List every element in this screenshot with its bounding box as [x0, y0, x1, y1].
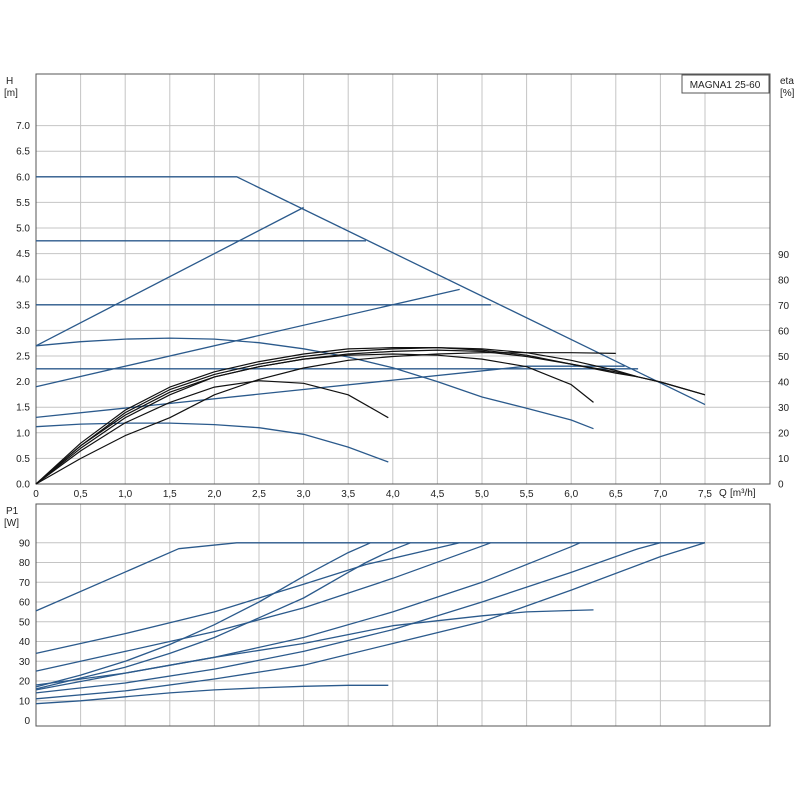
h-tick-label: 6.0: [16, 172, 30, 183]
p1-tick-label: 70: [19, 578, 31, 589]
power-curves: [35, 542, 706, 705]
head-curve: [35, 206, 304, 347]
power-curve: [35, 542, 492, 672]
power-curve: [35, 542, 705, 612]
efficiency-curve: [35, 352, 616, 485]
h-tick-label: 2.0: [16, 377, 30, 388]
h-axis-unit: [m]: [4, 88, 18, 99]
p1-tick-label: 0: [24, 716, 30, 727]
h-axis-tick-labels: 0.0 0.5 1.0 1.5 2.0 2.5 3.0 3.5 4.0 4.5 5.0 5.5 6.0 6…: [16, 121, 30, 490]
q-tick-label: 2,5: [252, 489, 266, 500]
q-axis-label: Q: [719, 488, 727, 499]
eta-tick-label: 60: [778, 327, 790, 338]
power-curve: [35, 684, 389, 705]
p1-tick-label: 80: [19, 558, 31, 569]
h-tick-label: 1.0: [16, 428, 30, 439]
head-curve: [35, 288, 460, 388]
head-curve: [35, 337, 594, 430]
power-chart: 0 10 20 30 40 50 60 70 80 90 P1 [W]: [4, 503, 771, 727]
p1-axis-unit: [W]: [4, 518, 19, 529]
head-curves: [35, 176, 706, 463]
head-curve: [36, 176, 706, 406]
q-tick-label: 7,0: [653, 489, 667, 500]
efficiency-curve: [35, 347, 706, 485]
q-axis-unit: [m³/h]: [730, 488, 756, 499]
h-tick-label: 2.5: [16, 352, 30, 363]
p1-tick-label: 10: [19, 696, 31, 707]
eta-axis-unit: [%]: [780, 88, 795, 99]
eta-tick-label: 0: [778, 480, 784, 491]
power-curve: [35, 542, 460, 655]
p1-tick-label: 60: [19, 598, 31, 609]
eta-tick-label: 50: [778, 352, 790, 363]
eta-axis-tick-labels: 0 10 20 30 40 50 60 70 80 90: [778, 250, 790, 491]
q-axis-tick-labels: 0 0,5 1,0 1,5 2,0 2,5 3,0 3,5 4,0 4,5 5,0 5,5 6,0 6,5…: [33, 489, 712, 500]
h-tick-label: 3.5: [16, 300, 30, 311]
h-axis-label: H: [6, 76, 13, 87]
h-tick-label: 3.0: [16, 326, 30, 337]
q-tick-label: 4,0: [386, 489, 400, 500]
p1-tick-label: 50: [19, 617, 31, 628]
q-tick-label: 1,0: [118, 489, 132, 500]
p1-tick-label: 30: [19, 657, 31, 668]
eta-tick-label: 90: [778, 250, 790, 261]
q-tick-label: 1,5: [163, 489, 177, 500]
q-tick-label: 5,5: [520, 489, 534, 500]
h-tick-label: 7.0: [16, 121, 30, 132]
head-chart-frame: [35, 73, 771, 485]
q-tick-label: 5,0: [475, 489, 489, 500]
h-tick-label: 5.0: [16, 224, 30, 235]
head-efficiency-chart: 0 0,5 1,0 1,5 2,0 2,5 3,0 3,5 4,0 4,5 5,0 5,5 6,0 6,5…: [4, 73, 795, 500]
q-tick-label: 6,5: [609, 489, 623, 500]
efficiency-curve: [35, 347, 639, 485]
q-tick-label: 6,0: [564, 489, 578, 500]
q-tick-label: 0: [33, 489, 39, 500]
p1-tick-label: 90: [19, 538, 31, 549]
chart-title: MAGNA1 25-60: [690, 80, 761, 91]
p1-axis-label: P1: [6, 506, 19, 517]
efficiency-curve: [35, 349, 706, 485]
h-tick-label: 4.0: [16, 275, 30, 286]
q-tick-label: 0,5: [74, 489, 88, 500]
power-curve: [35, 609, 594, 691]
efficiency-curves: [35, 347, 706, 485]
eta-tick-label: 10: [778, 454, 790, 465]
power-chart-frame: [35, 503, 771, 727]
eta-tick-label: 30: [778, 403, 790, 414]
q-tick-label: 7,5: [698, 489, 712, 500]
eta-tick-label: 70: [778, 301, 790, 312]
q-tick-label: 3,5: [341, 489, 355, 500]
power-curve: [35, 542, 706, 700]
power-curve: [35, 542, 661, 694]
head-chart-gridlines: [36, 74, 770, 484]
model-label-box: [681, 74, 770, 94]
p1-tick-label: 40: [19, 637, 31, 648]
eta-tick-label: 40: [778, 378, 790, 389]
q-tick-label: 3,0: [297, 489, 311, 500]
q-tick-label: 2,0: [207, 489, 221, 500]
efficiency-curve: [35, 380, 389, 485]
p1-tick-label: 20: [19, 677, 31, 688]
power-curve: [35, 542, 411, 690]
eta-axis-label: eta: [780, 76, 794, 87]
h-tick-label: 4.5: [16, 249, 30, 260]
power-curve: [35, 542, 371, 688]
efficiency-curve: [35, 353, 594, 485]
eta-tick-label: 20: [778, 429, 790, 440]
head-curve: [35, 422, 389, 463]
q-tick-label: 4,5: [430, 489, 444, 500]
h-tick-label: 5.5: [16, 198, 30, 209]
h-tick-label: 0.5: [16, 454, 30, 465]
eta-tick-label: 80: [778, 276, 790, 287]
p1-axis-tick-labels: 0 10 20 30 40 50 60 70 80 90: [19, 538, 31, 727]
h-tick-label: 0.0: [16, 480, 30, 491]
h-tick-label: 1.5: [16, 403, 30, 414]
h-tick-label: 6.5: [16, 147, 30, 158]
